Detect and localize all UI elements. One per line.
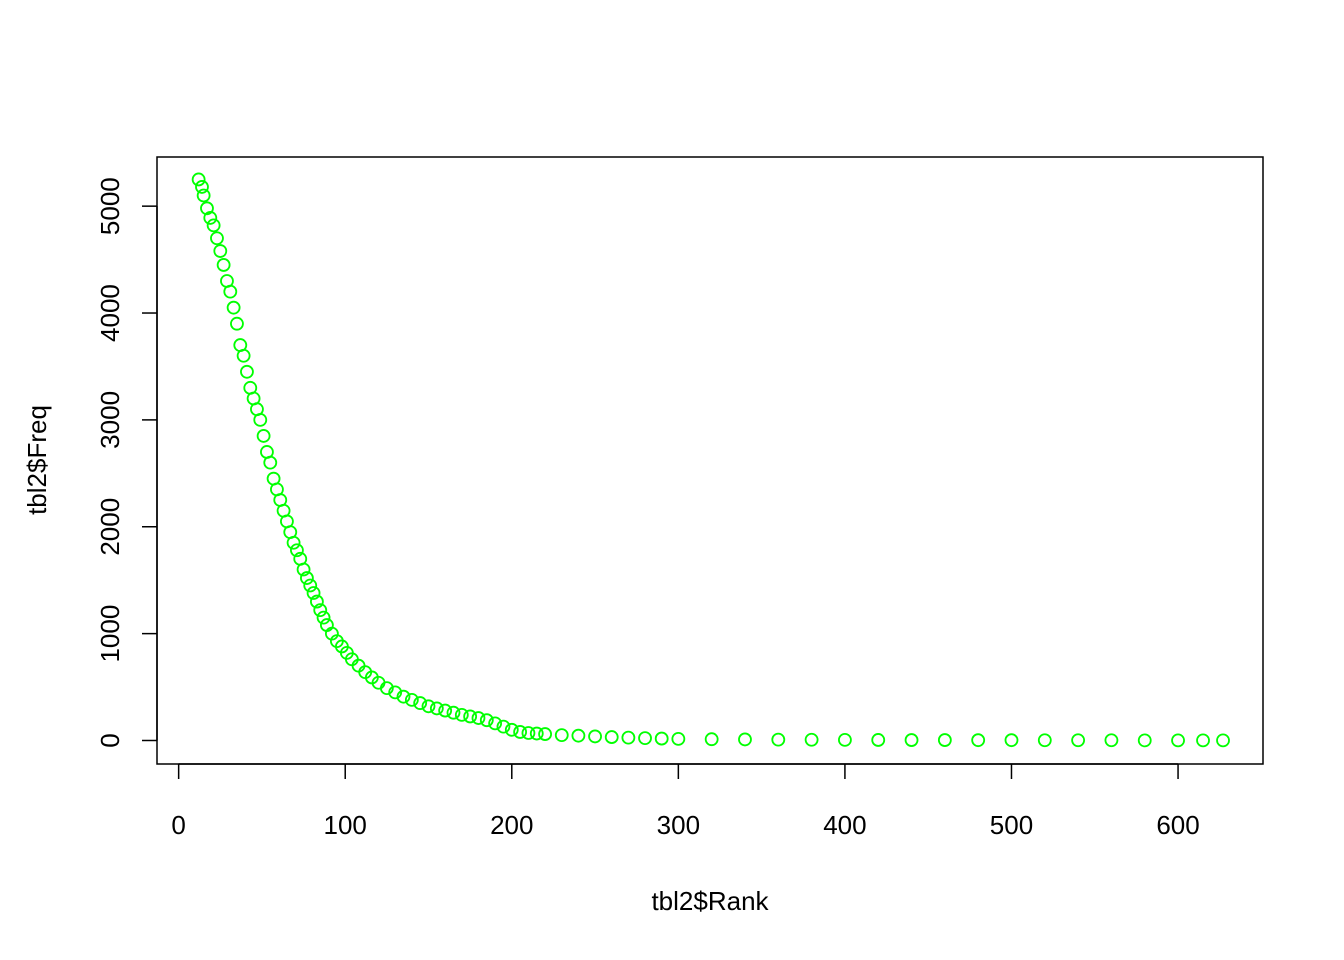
data-point [621, 730, 636, 745]
data-point [200, 201, 214, 216]
data-point [513, 725, 528, 739]
data-point [413, 696, 428, 710]
data-point [300, 571, 314, 585]
data-point [1071, 733, 1086, 748]
y-axis: 0 1000 2000 3000 4000 5000 [95, 177, 158, 748]
x-axis-title: tbl2$Rank [651, 886, 769, 916]
data-point [1216, 733, 1230, 748]
data-point [195, 180, 209, 194]
data-point [306, 586, 321, 600]
data-point [240, 364, 254, 379]
data-point [1137, 733, 1152, 748]
data-point [421, 699, 436, 714]
data-point [290, 543, 304, 558]
x-tick-label: 100 [324, 810, 367, 840]
y-tick-label: 0 [95, 733, 125, 747]
data-point [1171, 733, 1185, 748]
data-point [496, 719, 511, 734]
data-point [206, 218, 221, 233]
data-point [210, 231, 224, 246]
data-point [521, 726, 536, 740]
data-point [256, 429, 271, 443]
x-tick-label: 500 [990, 810, 1033, 840]
data-point [438, 703, 453, 718]
data-point [213, 244, 228, 258]
y-tick-label: 4000 [95, 284, 125, 342]
data-point [871, 733, 886, 747]
y-tick-label: 5000 [95, 177, 125, 235]
data-point [316, 610, 331, 625]
data-point [838, 732, 852, 747]
data-points [191, 172, 1230, 748]
data-point [738, 732, 752, 747]
y-tick-label: 1000 [95, 605, 125, 663]
data-point [388, 685, 403, 700]
x-tick-label: 400 [823, 810, 866, 840]
data-point [313, 603, 328, 618]
data-point [454, 707, 469, 722]
x-tick-label: 200 [490, 810, 533, 840]
y-tick-label: 2000 [95, 498, 125, 556]
data-point [191, 172, 206, 187]
data-point [704, 732, 719, 747]
data-point [638, 731, 652, 746]
data-point [196, 188, 211, 203]
data-point [1104, 733, 1119, 748]
data-point [216, 258, 231, 272]
data-point [379, 681, 394, 696]
data-point [571, 728, 586, 743]
data-point [1037, 733, 1052, 748]
data-point [937, 733, 952, 747]
data-point [263, 455, 278, 470]
x-tick-label: 600 [1156, 810, 1199, 840]
data-point [971, 733, 986, 748]
data-point [236, 348, 251, 363]
plot-frame [156, 156, 1264, 765]
data-point [253, 412, 268, 427]
data-point [771, 732, 786, 747]
data-point [1196, 733, 1210, 748]
data-point [654, 731, 669, 746]
data-point [554, 728, 569, 743]
y-tick-label: 3000 [95, 391, 125, 449]
data-point [588, 729, 602, 744]
data-point [671, 731, 686, 746]
x-tick-label: 0 [171, 810, 185, 840]
data-point [286, 535, 301, 550]
data-point [904, 733, 919, 747]
y-axis-title: tbl2$Freq [22, 405, 52, 515]
data-point [529, 726, 544, 741]
data-point [804, 732, 819, 747]
data-point [230, 316, 244, 331]
data-point [504, 722, 519, 737]
data-point [604, 730, 619, 744]
data-point [296, 562, 311, 577]
data-point [479, 713, 494, 728]
x-axis: 0 100 200 300 400 500 600 [171, 763, 1200, 840]
data-point [303, 578, 318, 593]
data-point [203, 211, 218, 225]
data-point [488, 716, 503, 731]
data-point [1004, 733, 1019, 748]
data-point [471, 711, 486, 725]
data-point [538, 727, 552, 741]
data-point [310, 594, 324, 609]
data-point [226, 300, 241, 315]
data-point [396, 689, 411, 704]
data-point [446, 705, 461, 720]
x-tick-label: 300 [657, 810, 700, 840]
data-point [429, 701, 444, 716]
data-point [404, 692, 419, 707]
data-point [223, 284, 238, 299]
data-point [463, 709, 478, 724]
